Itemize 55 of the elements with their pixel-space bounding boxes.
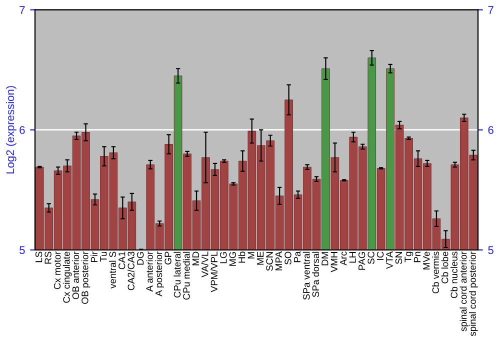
- x-tick-label: DM: [322, 252, 328, 266]
- x-tick-label: Cx motor: [54, 251, 61, 290]
- y-tick-label: 6: [20, 126, 25, 134]
- x-tick-label: Pa: [294, 251, 301, 262]
- x-tick-label: MPA: [276, 251, 282, 270]
- x-tick-label: SC: [368, 252, 374, 264]
- x-tick-label: Tu: [100, 252, 107, 262]
- x-tick-label: LG: [220, 252, 227, 264]
- x-tick-label: Cb nucleus: [450, 252, 458, 298]
- x-tick-label: A anterior: [146, 251, 153, 292]
- x-tick-label: MD: [192, 252, 199, 266]
- x-tick-label: LS: [35, 252, 42, 262]
- x-tick-label: spinal cord posterior: [468, 251, 478, 336]
- x-tick-label: DG: [136, 252, 144, 265]
- x-tick-label: CA2/CA3: [128, 252, 134, 290]
- x-tick-label: MG: [229, 252, 236, 266]
- y-tick-label: 5: [20, 246, 25, 254]
- x-tick-label: spinal cord anterior: [460, 251, 469, 332]
- x-tick-label: CPu medial: [182, 252, 190, 300]
- y2-tick-label: 7: [488, 6, 494, 14]
- x-tick-label: IC: [376, 252, 384, 260]
- x-tick-label: MVe: [423, 252, 430, 270]
- x-tick-label: Pn: [414, 252, 420, 262]
- x-tick-label: A posterior: [155, 251, 164, 296]
- x-tick-label: ventral S: [109, 252, 116, 289]
- x-tick-label: SN: [395, 252, 402, 264]
- x-tick-label: RS: [44, 252, 52, 264]
- x-tick-label: SO: [284, 252, 292, 265]
- x-tick-label: PAG: [358, 252, 366, 270]
- x-tick-label: LH: [349, 252, 356, 263]
- x-tick-label: CPu lateral: [174, 252, 181, 298]
- x-tick-label: OB anterior: [72, 251, 80, 300]
- x-tick-label: SPa ventral: [302, 252, 310, 300]
- x-tick-label: SPa dorsal: [312, 252, 320, 298]
- x-tick-label: OB posterior: [81, 251, 90, 304]
- x-tick-label: Hb: [238, 252, 246, 263]
- x-tick-label: Tg: [404, 252, 414, 262]
- y-axis-title: Log2 (expression): [6, 86, 16, 174]
- x-tick-label: ME: [257, 252, 264, 265]
- x-tick-label: CA1: [118, 252, 126, 270]
- x-tick-label: Cb lobe: [441, 252, 448, 284]
- x-tick-label: Cx cingulate: [62, 252, 72, 303]
- x-tick-label: VMH: [330, 252, 338, 272]
- y2-tick-label: 5: [488, 246, 494, 254]
- y-tick-label: 7: [20, 6, 25, 14]
- x-tick-label: GP: [164, 252, 172, 264]
- x-tick-label: VTA: [386, 251, 393, 269]
- x-tick-label: VA/VL: [201, 252, 208, 278]
- y2-tick-label: 6: [488, 126, 494, 134]
- x-tick-label: M: [248, 252, 254, 258]
- x-tick-label: Arc: [340, 252, 347, 266]
- x-tick-label: VPM/VPL: [210, 252, 218, 292]
- x-tick-label: Cb vermis: [432, 252, 440, 294]
- x-tick-label: SCN: [266, 252, 273, 271]
- x-tick-label: Pir: [90, 251, 98, 262]
